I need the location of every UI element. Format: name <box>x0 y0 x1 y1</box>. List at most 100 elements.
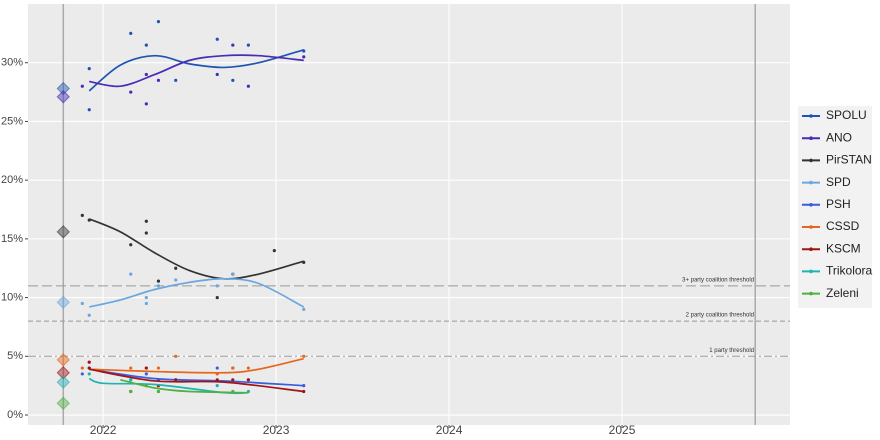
poll-point <box>129 90 133 94</box>
legend-label: PirSTAN <box>826 153 872 167</box>
legend-label: KSCM <box>826 241 861 255</box>
threshold-label: 3+ party coalition threshold <box>682 277 754 283</box>
threshold-label: 2 party coalition threshold <box>686 313 754 319</box>
election-result <box>56 353 70 367</box>
poll-point <box>215 37 219 41</box>
poll-point <box>80 301 84 306</box>
y-tick-label: 5% <box>7 350 23 362</box>
poll-point <box>144 295 148 300</box>
poll-point <box>129 272 133 276</box>
poll-point <box>174 78 178 82</box>
poll-point <box>174 278 178 282</box>
legend-label: SPOLU <box>826 108 867 122</box>
trend-line <box>89 368 304 387</box>
x-tick-label: 2022 <box>90 423 117 437</box>
legend-dot <box>809 180 813 185</box>
poll-point <box>80 84 84 88</box>
poll-point <box>272 249 276 253</box>
poll-point <box>144 372 148 376</box>
election-result <box>56 396 70 410</box>
legend-dot <box>809 269 813 274</box>
poll-point <box>156 389 161 394</box>
legend-dot <box>809 291 813 296</box>
poll-point <box>156 366 161 370</box>
legend-label: SPD <box>826 175 851 189</box>
trend-line <box>89 357 304 374</box>
poll-point <box>144 301 148 306</box>
trend-line <box>89 277 305 308</box>
poll-point <box>129 389 133 394</box>
poll-point <box>246 366 250 370</box>
poll-point <box>80 213 84 217</box>
y-tick-label: 0% <box>7 409 23 421</box>
poll-point <box>129 378 133 382</box>
poll-point <box>87 313 91 317</box>
y-tick-label: 15% <box>1 233 23 245</box>
poll-point <box>174 378 178 382</box>
legend-dot <box>809 136 813 140</box>
election-result <box>56 225 70 239</box>
poll-point <box>156 20 161 24</box>
poll-point <box>129 243 133 247</box>
poll-point <box>302 55 306 59</box>
plot-background <box>28 4 790 425</box>
poll-point <box>215 366 219 370</box>
poll-point <box>144 72 148 77</box>
legend-dot <box>809 247 813 251</box>
x-tick-label: 2025 <box>609 423 636 437</box>
poll-point <box>80 372 84 376</box>
poll-point <box>129 31 133 35</box>
poll-point <box>215 295 219 300</box>
poll-point <box>87 372 91 376</box>
legend-item: KSCM <box>802 241 861 255</box>
poll-point <box>246 84 250 88</box>
poll-point <box>80 366 84 370</box>
legend-dot <box>809 158 813 163</box>
poll-point <box>231 378 235 382</box>
poll-point <box>302 307 306 311</box>
poll-point <box>156 78 161 82</box>
trend-line <box>88 48 304 92</box>
election-result <box>56 90 70 104</box>
y-tick-label: 25% <box>1 115 23 127</box>
election-result <box>56 295 70 309</box>
poll-point <box>231 43 235 47</box>
poll-point <box>215 378 219 382</box>
legend-item: ANO <box>802 130 852 144</box>
legend-item: SPOLU <box>802 108 867 122</box>
poll-point <box>231 272 235 276</box>
x-tick-label: 2024 <box>436 423 463 437</box>
poll-point <box>231 78 235 82</box>
poll-point <box>144 231 148 235</box>
poll-point <box>302 354 306 358</box>
poll-point <box>144 366 148 370</box>
poll-point <box>246 43 250 47</box>
legend-label: Trikolora <box>826 264 873 278</box>
poll-point <box>231 366 235 370</box>
legend-dot <box>809 203 813 207</box>
poll-point <box>156 284 161 288</box>
poll-point <box>87 66 91 71</box>
election-result <box>56 375 70 389</box>
trend-line <box>120 378 249 394</box>
legend-label: PSH <box>826 197 851 211</box>
legend-item: CSSD <box>802 219 860 233</box>
poll-point <box>215 284 219 288</box>
legend-item: Zeleni <box>802 286 859 300</box>
y-tick-label: 10% <box>1 291 23 303</box>
legend-label: ANO <box>826 130 852 144</box>
poll-point <box>144 43 148 47</box>
poll-point <box>87 108 91 112</box>
election-result <box>56 366 70 380</box>
legend-item: PirSTAN <box>802 153 872 167</box>
poll-point <box>246 378 250 382</box>
legend-item: SPD <box>802 175 851 189</box>
x-tick-label: 2023 <box>263 423 290 437</box>
poll-point <box>174 354 178 358</box>
trend-line <box>89 368 304 393</box>
election-result <box>56 81 70 96</box>
trend-line <box>88 218 304 280</box>
legend-label: Zeleni <box>826 286 859 300</box>
y-tick-label: 20% <box>1 174 23 186</box>
